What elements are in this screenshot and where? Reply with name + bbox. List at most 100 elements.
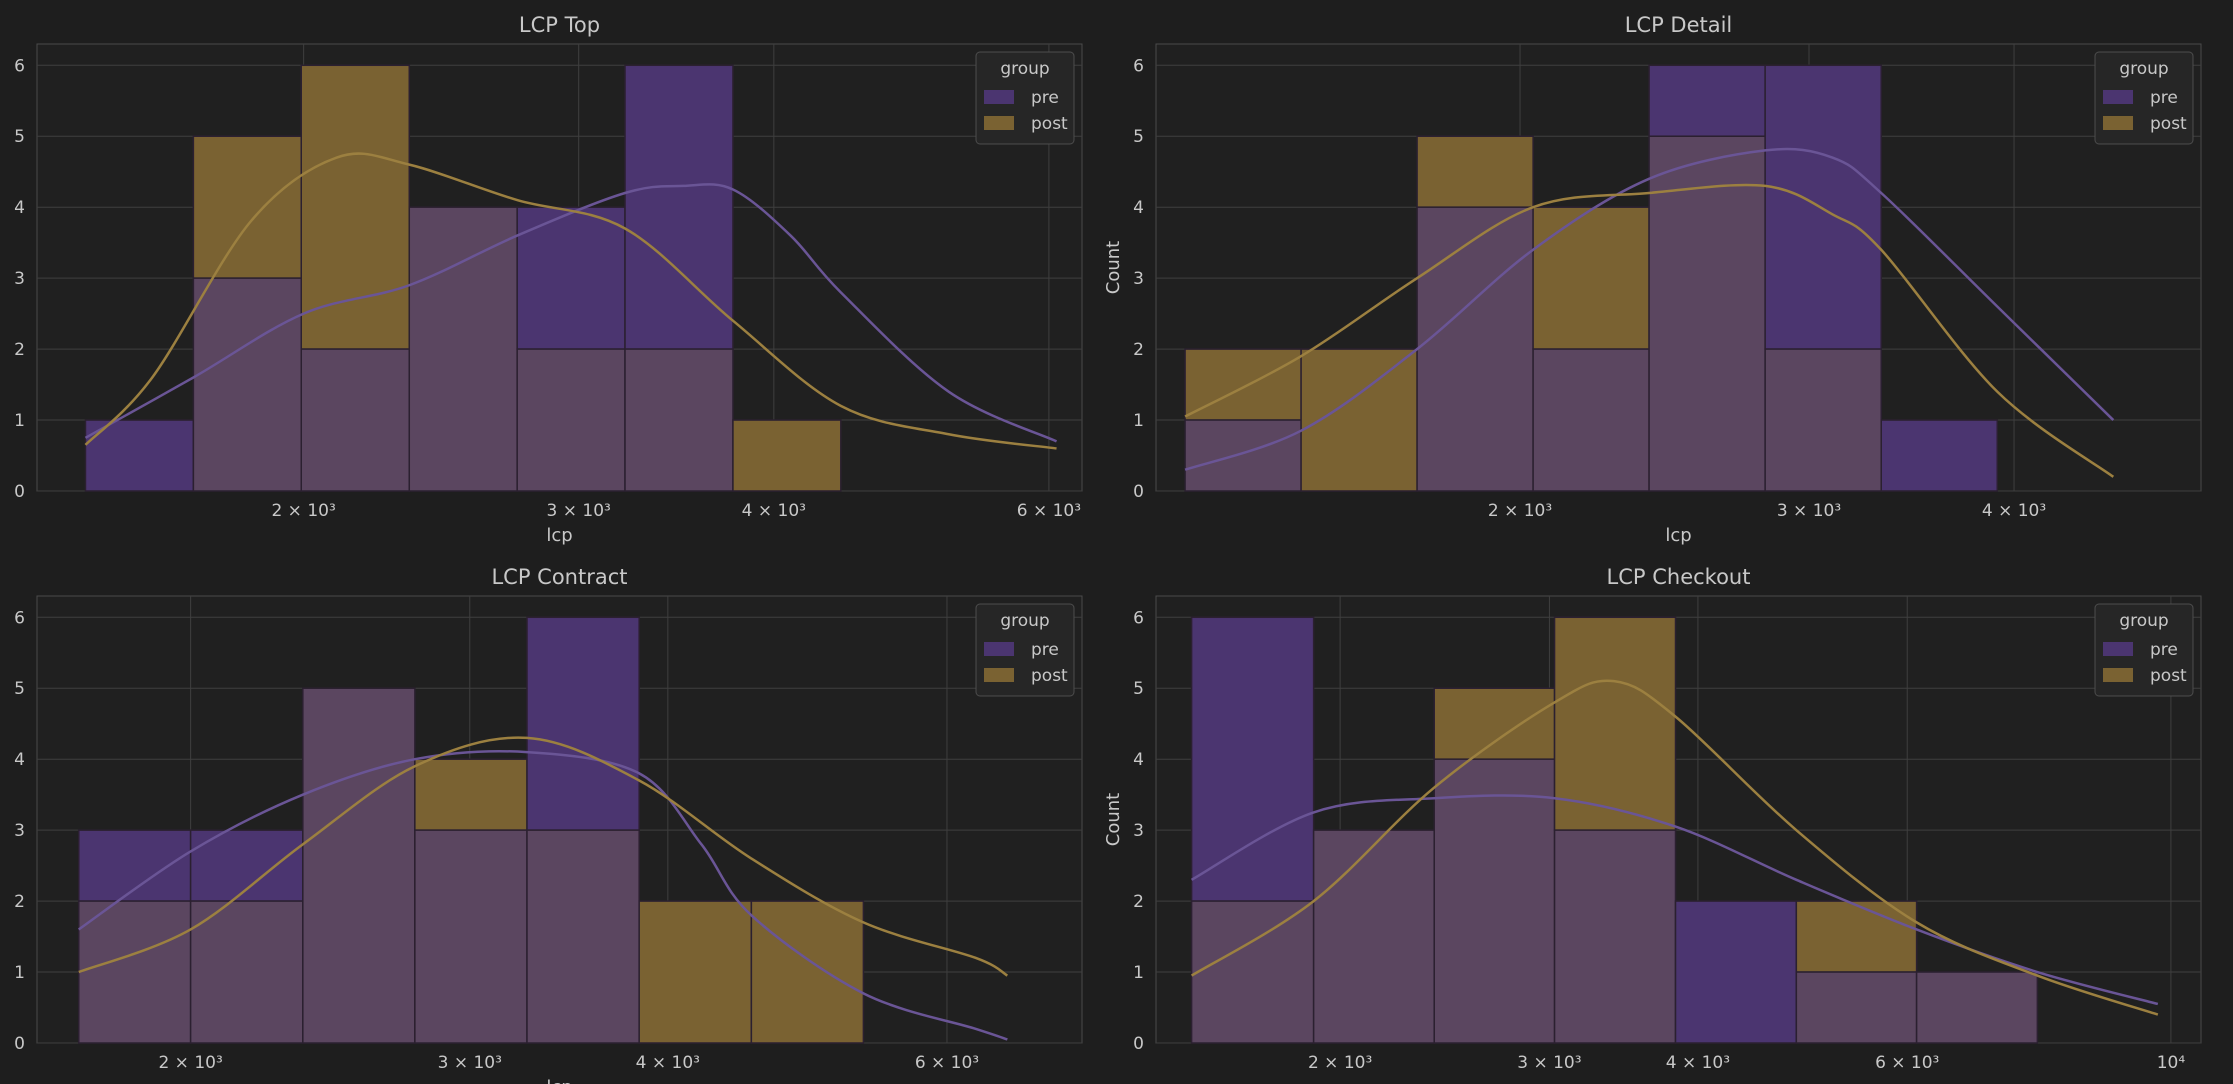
overlap-bar [624,348,734,492]
x-tick-label: 2 × 10³ [158,1053,222,1073]
legend: group pre post [975,51,1075,145]
post-bar [1532,206,1650,350]
legend-swatch-post [2103,668,2133,682]
legend-swatch-pre [2103,90,2133,104]
overlap-bar [189,900,304,1044]
post-bar [192,135,303,279]
post-kde-line [84,152,1057,450]
overlap-bar [300,348,411,492]
y-tick-label: 2 [14,340,25,360]
subplot-title: LCP Checkout [1607,565,1751,589]
x-tick-label: 4 × 10³ [742,501,806,521]
overlap-bar [1532,348,1650,492]
y-tick-label: 1 [1133,411,1144,431]
subplot-3: 0 1 2 3 4 5 6 2 × 10³ 3 × 10³ 4 × 10³ 6 × 10³ LCP C… [14,565,1083,1084]
y-axis-label: Count [1103,241,1124,294]
y-tick-label: 2 [1133,340,1144,360]
pre-bar [1880,419,1999,492]
legend-swatch-post [984,668,1014,682]
legend-label-pre: pre [1031,640,1059,660]
post-kde-line [1190,679,2159,1016]
x-tick-label: 3 × 10³ [438,1053,502,1073]
y-tick-label: 4 [1133,198,1144,218]
pre-bar [516,206,626,350]
x-tick-label: 6 × 10³ [1017,501,1081,521]
pre-bar [1764,64,1882,350]
post-bar [1433,687,1556,760]
y-tick-label: 1 [14,411,25,431]
x-axis-label: lcp [1665,525,1691,546]
y-tick-label: 1 [1133,963,1144,983]
y-tick-label: 5 [14,679,25,699]
overlap-bar [1184,419,1302,492]
x-tick-label: 2 × 10³ [1308,1053,1372,1073]
subplot-2: 0 1 2 3 4 5 6 2 × 10³ 3 × 10³ 4 × 10³ LCP Detail lc… [1103,13,2202,546]
y-tick-label: 5 [14,127,25,147]
y-tick-label: 3 [14,821,25,841]
pre-kde-line [84,183,1058,443]
overlap-bar [414,829,528,1044]
overlap-bar [1190,900,1315,1044]
overlap-bar [1416,206,1534,492]
y-tick-label: 4 [1133,750,1144,770]
pre-bar [1648,64,1766,137]
y-tick-label: 3 [14,269,25,289]
legend-title: group [2119,59,2168,79]
legend-label-post: post [1031,114,1068,134]
post-kde-line [1184,183,2115,478]
legend-label-pre: pre [2150,640,2178,660]
y-tick-label: 6 [1133,608,1144,628]
y-tick-label: 4 [14,198,25,218]
post-bar [1416,135,1534,208]
x-axis-label: lcp [546,525,572,546]
x-tick-label: 6 × 10³ [1875,1053,1939,1073]
subplot-title: LCP Top [519,13,600,37]
overlap-bar [1764,348,1882,492]
x-tick-label: 4 × 10³ [1982,501,2046,521]
overlap-bar [192,277,303,492]
overlap-bar [1433,758,1556,1044]
legend: group pre post [975,603,1075,697]
pre-bar [624,64,734,350]
overlap-bar [526,829,640,1044]
y-tick-label: 6 [14,608,25,628]
pre-bar [84,419,195,492]
post-bar [638,900,753,1044]
pre-kde-line [1184,147,2115,471]
y-tick-label: 6 [1133,56,1144,76]
overlap-bar [516,348,626,492]
post-bar [1553,616,1677,831]
post-bar [1184,348,1302,421]
pre-kde-line [1191,794,2159,1006]
y-tick-label: 0 [14,1034,25,1054]
legend-label-pre: pre [1031,88,1059,108]
y-tick-label: 5 [1133,127,1144,147]
x-tick-label: 3 × 10³ [1777,501,1841,521]
x-tick-label: 2 × 10³ [271,501,335,521]
y-tick-label: 5 [1133,679,1144,699]
overlap-bar [1312,829,1435,1044]
overlap-bar [1795,971,1918,1044]
pre-kde-line [78,749,1008,1041]
y-tick-label: 2 [1133,892,1144,912]
overlap-bar [302,687,416,1044]
y-axis-label: Count [1103,793,1124,846]
subplot-title: LCP Contract [491,565,627,589]
legend: group pre post [2094,51,2194,145]
legend: group pre post [2094,603,2194,697]
subplot-title: LCP Detail [1625,13,1733,37]
legend-label-pre: pre [2150,88,2178,108]
y-tick-label: 0 [1133,482,1144,502]
legend-label-post: post [1031,666,1068,686]
overlap-bar [77,900,192,1044]
subplot-1: 0 1 2 3 4 5 6 2 × 10³ 3 × 10³ 4 × 10³ 6 × 10³ LCP T… [14,13,1083,546]
x-tick-label: 4 × 10³ [1666,1053,1730,1073]
x-axis-label: lcp [546,1077,572,1084]
post-bar [732,419,842,492]
overlap-bar [408,206,518,492]
legend-swatch-post [984,116,1014,130]
x-tick-label: 6 × 10³ [915,1053,979,1073]
post-bar [300,64,411,350]
legend-title: group [1000,59,1049,79]
